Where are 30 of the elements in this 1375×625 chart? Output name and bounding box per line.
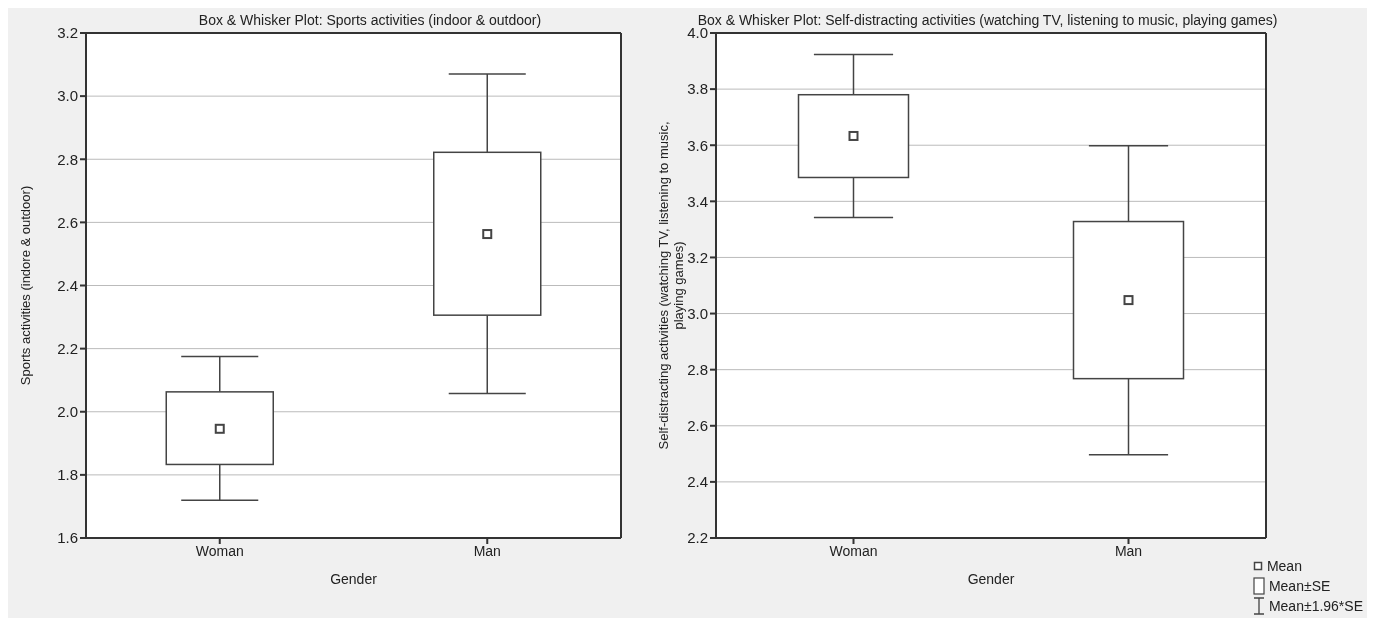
y-tick-label: 2.2 xyxy=(687,529,708,547)
x-tick-label: Man xyxy=(473,542,501,559)
y-tick-label: 1.8 xyxy=(57,466,78,484)
y-tick-label: 2.6 xyxy=(57,213,78,231)
text: Mean xyxy=(1266,557,1302,576)
text: Mean±1.96*SE xyxy=(1268,597,1363,616)
y-tick-label: 3.2 xyxy=(687,248,708,266)
y-tick-label: 3.8 xyxy=(687,80,708,98)
y-tick-label: 2.8 xyxy=(57,150,78,168)
y-tick-label: 2.6 xyxy=(687,417,708,435)
y-tick-label: 3.0 xyxy=(687,304,708,322)
y-tick-label: 3.0 xyxy=(57,87,78,105)
y-axis-title: Self-distracting activities (watching TV, listening to music, playing games) xyxy=(656,121,686,450)
x-axis-title: Gender xyxy=(967,571,1015,587)
x-tick-label: Woman xyxy=(829,542,878,559)
y-tick-label: 2.4 xyxy=(57,276,78,294)
y-tick-label: 1.6 xyxy=(57,529,78,547)
text: Mean±SE xyxy=(1268,577,1331,596)
x-tick-label: Woman xyxy=(195,542,244,559)
x-tick-label: Man xyxy=(1114,542,1143,559)
y-tick-label: 2.2 xyxy=(57,339,78,357)
y-axis-title: Sports activities (indore & outdoor) xyxy=(18,185,33,386)
y-tick-label: 3.4 xyxy=(687,192,708,210)
y-tick-label: 3.6 xyxy=(687,136,708,154)
y-tick-label: 2.0 xyxy=(57,403,78,421)
y-tick-label: 3.2 xyxy=(57,24,78,42)
y-tick-label: 2.4 xyxy=(687,473,708,491)
x-axis-title: Gender xyxy=(330,571,378,587)
chart-title: Box & Whisker Plot: Sports activities (indoor & outdoor) xyxy=(197,12,543,28)
y-tick-label: 2.8 xyxy=(687,360,708,378)
